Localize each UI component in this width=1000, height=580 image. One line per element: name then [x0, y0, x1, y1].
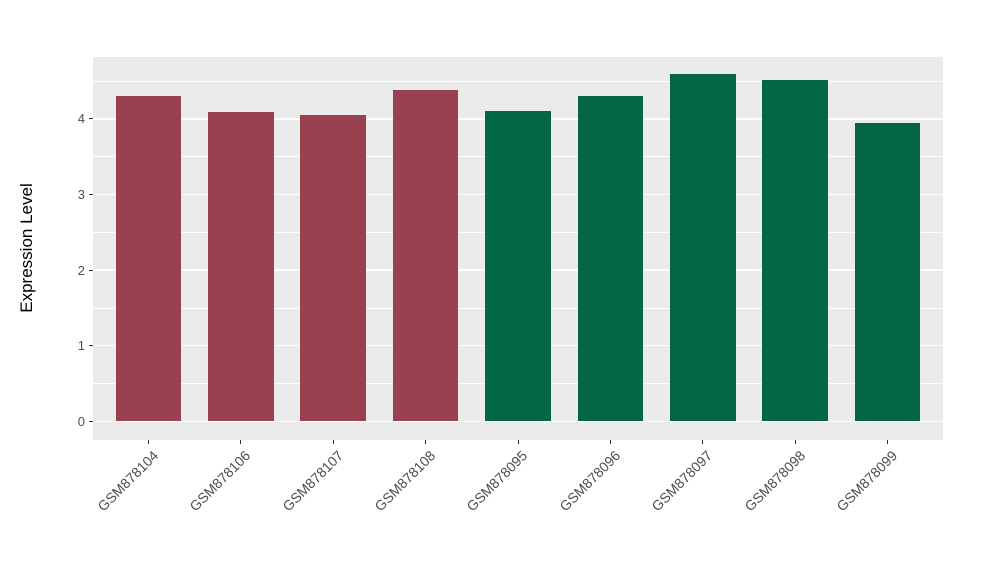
y-tick-label: 3	[77, 187, 85, 203]
bar	[300, 115, 366, 422]
y-tick-mark	[89, 269, 93, 271]
major-gridline	[93, 420, 943, 423]
y-tick-label: 4	[77, 111, 85, 127]
x-tick-label: GSM878097	[648, 446, 716, 514]
y-tick-label: 2	[77, 262, 85, 278]
bar	[854, 122, 921, 422]
x-tick-mark	[517, 439, 519, 444]
x-tick-label: GSM878107	[278, 446, 346, 514]
bar	[577, 96, 644, 422]
y-axis-title: Expression Level	[17, 183, 36, 313]
bar	[669, 73, 736, 422]
minor-gridline	[93, 80, 943, 82]
y-tick-mark	[89, 345, 93, 347]
x-tick-label: GSM878106	[186, 446, 254, 514]
bar	[762, 79, 828, 422]
y-tick-mark	[89, 420, 93, 422]
plot-panel	[93, 57, 943, 440]
x-tick-mark	[794, 439, 796, 444]
x-tick-label: GSM878096	[556, 446, 624, 514]
x-tick-mark	[609, 439, 611, 444]
x-tick-label: GSM878108	[371, 446, 439, 514]
bar	[208, 112, 274, 422]
x-tick-mark	[240, 439, 242, 444]
x-tick-mark	[887, 439, 889, 444]
y-tick-label: 0	[77, 413, 85, 429]
bar	[485, 111, 551, 422]
x-tick-mark	[332, 439, 334, 444]
x-tick-mark	[425, 439, 427, 444]
bar	[115, 96, 182, 422]
x-tick-label: GSM878104	[94, 446, 162, 514]
bar	[392, 89, 459, 422]
y-tick-mark	[89, 118, 93, 120]
y-tick-label: 1	[77, 338, 85, 354]
y-tick-mark	[89, 194, 93, 196]
x-tick-label: GSM878095	[463, 446, 531, 514]
x-tick-label: GSM878099	[833, 446, 901, 514]
x-tick-mark	[147, 439, 149, 444]
x-tick-label: GSM878098	[740, 446, 808, 514]
x-tick-mark	[702, 439, 704, 444]
